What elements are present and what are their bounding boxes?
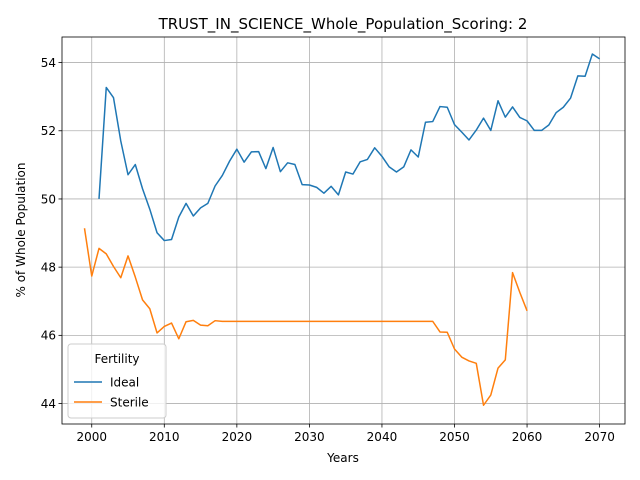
y-axis-label: % of Whole Population bbox=[14, 163, 28, 298]
x-tick-label: 2030 bbox=[294, 430, 325, 444]
legend-title: Fertility bbox=[94, 352, 139, 366]
chart-title: TRUST_IN_SCIENCE_Whole_Population_Scorin… bbox=[158, 15, 528, 34]
series-lines bbox=[83, 53, 601, 406]
y-tick-label: 44 bbox=[41, 397, 56, 411]
x-tick-label: 2040 bbox=[367, 430, 398, 444]
x-tick-label: 2070 bbox=[584, 430, 615, 444]
series-line-ideal bbox=[98, 53, 601, 242]
x-tick-label: 2010 bbox=[149, 430, 180, 444]
x-tick-label: 2050 bbox=[439, 430, 470, 444]
y-tick-label: 52 bbox=[41, 124, 56, 138]
plot-frame bbox=[61, 36, 626, 425]
y-tick-label: 50 bbox=[41, 192, 56, 206]
y-tick-label: 48 bbox=[41, 260, 56, 274]
legend-label-sterile: Sterile bbox=[110, 395, 149, 409]
series-line-sterile bbox=[83, 228, 528, 406]
y-tick-label: 46 bbox=[41, 329, 56, 343]
x-tick-label: 2000 bbox=[76, 430, 107, 444]
y-tick-label: 54 bbox=[41, 56, 56, 70]
legend-label-ideal: Ideal bbox=[110, 375, 139, 389]
legend-box bbox=[67, 343, 167, 419]
x-tick-label: 2020 bbox=[222, 430, 253, 444]
x-axis-label: Years bbox=[326, 451, 359, 465]
legend: Fertility Ideal Sterile bbox=[67, 343, 167, 419]
x-tick-label: 2060 bbox=[512, 430, 543, 444]
ticks: 2000 2010 2020 2030 2040 2050 2060 2070 44 46 48 50… bbox=[41, 56, 615, 444]
